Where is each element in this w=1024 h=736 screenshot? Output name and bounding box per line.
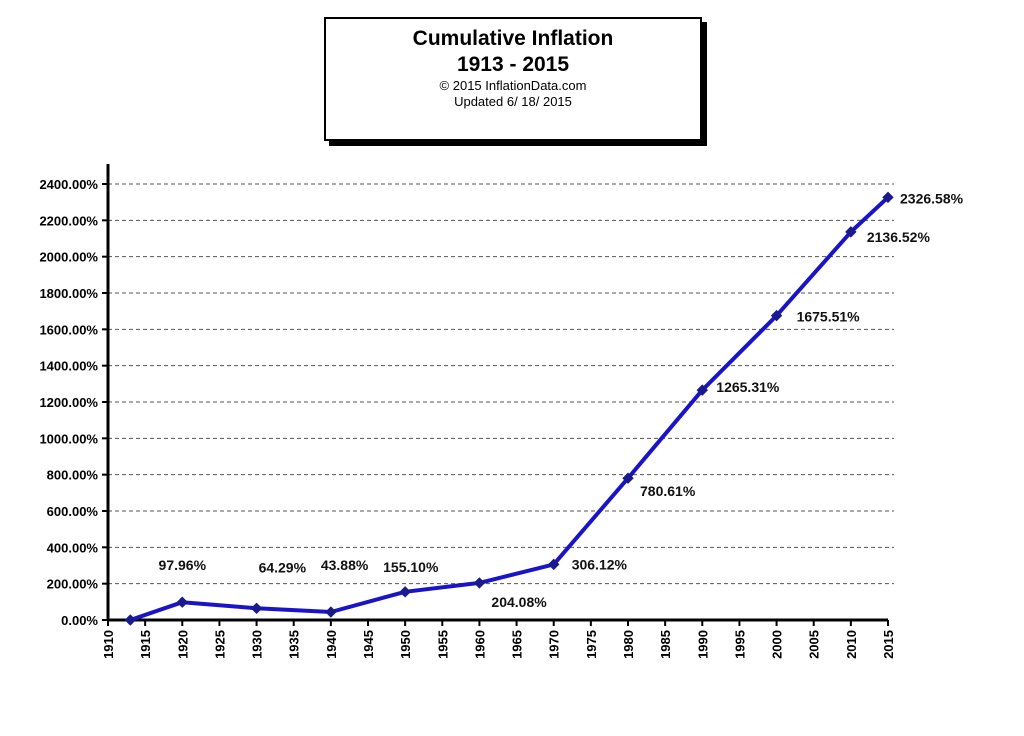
y-tick-label: 400.00% bbox=[47, 540, 99, 555]
x-tick-label: 2010 bbox=[844, 630, 859, 659]
data-point-marker bbox=[548, 558, 560, 571]
chart-subtitle: 1913 - 2015 bbox=[456, 53, 570, 76]
x-tick-label: 1945 bbox=[361, 630, 376, 659]
x-tick-label: 2000 bbox=[770, 630, 785, 659]
x-tick-label: 2015 bbox=[881, 630, 896, 659]
data-point-marker bbox=[176, 596, 188, 608]
chart-title: Cumulative Inflation bbox=[412, 27, 614, 50]
x-tick-label: 2005 bbox=[807, 630, 822, 659]
data-point-marker bbox=[696, 384, 708, 396]
data-point-marker bbox=[325, 606, 337, 618]
chart-title-box: Cumulative Inflation 1913 - 2015 © 2015 … bbox=[324, 17, 702, 141]
grid-lines bbox=[108, 183, 894, 585]
x-tick-label: 1925 bbox=[212, 630, 227, 659]
series-line bbox=[128, 195, 890, 622]
x-tick-label: 1995 bbox=[732, 630, 747, 659]
y-tick-label: 0.00% bbox=[61, 613, 98, 628]
data-point-marker bbox=[124, 614, 136, 626]
data-point-marker bbox=[845, 226, 857, 238]
y-tick-label: 2000.00% bbox=[39, 250, 98, 265]
data-label: 43.88% bbox=[321, 557, 369, 573]
x-tick-label: 1960 bbox=[472, 630, 487, 659]
y-tick-label: 200.00% bbox=[47, 577, 99, 592]
copyright-text: © 2015 InflationData.com bbox=[439, 78, 587, 93]
x-tick-label: 1965 bbox=[510, 630, 525, 659]
data-label: 2326.58% bbox=[900, 190, 964, 206]
updated-text: Updated 6/ 18/ 2015 bbox=[454, 94, 572, 109]
data-point-marker bbox=[250, 602, 263, 615]
x-tick-label: 1935 bbox=[287, 630, 302, 659]
y-tick-label: 600.00% bbox=[47, 504, 99, 519]
data-point-marker bbox=[770, 309, 783, 322]
y-tick-label: 1000.00% bbox=[39, 431, 98, 446]
x-tick-label: 1910 bbox=[101, 630, 116, 659]
data-label: 306.12% bbox=[572, 556, 628, 572]
y-tick-label: 800.00% bbox=[47, 468, 99, 483]
data-label: 1675.51% bbox=[797, 309, 861, 325]
data-label: 2136.52% bbox=[867, 229, 931, 245]
data-point-marker bbox=[622, 472, 634, 484]
data-label: 64.29% bbox=[259, 559, 307, 575]
data-label: 155.10% bbox=[383, 559, 439, 575]
data-label: 97.96% bbox=[159, 557, 207, 573]
x-tick-label: 1920 bbox=[175, 630, 190, 659]
x-tick-label: 1990 bbox=[695, 630, 710, 659]
data-labels: 97.96% 64.29% 43.88% 155.10% 204.08% 306.12% 7… bbox=[159, 190, 964, 610]
data-label: 780.61% bbox=[640, 483, 696, 499]
y-tick-label: 2200.00% bbox=[39, 213, 98, 228]
x-tick-label: 1980 bbox=[621, 630, 636, 659]
y-tick-label: 1800.00% bbox=[39, 286, 98, 301]
x-tick-label: 1985 bbox=[658, 630, 673, 659]
data-label: 1265.31% bbox=[716, 379, 780, 395]
x-tick-label: 1950 bbox=[398, 630, 413, 659]
y-tick-label: 1400.00% bbox=[39, 359, 98, 374]
y-tick-label: 1200.00% bbox=[39, 395, 98, 410]
x-tick-label: 1955 bbox=[435, 630, 450, 659]
y-tick-label: 2400.00% bbox=[39, 177, 98, 192]
data-point-marker bbox=[882, 191, 894, 204]
x-tick-label: 1975 bbox=[584, 630, 599, 659]
data-point-marker bbox=[399, 586, 411, 598]
data-point-marker bbox=[473, 577, 486, 589]
x-tick-label: 1930 bbox=[250, 630, 265, 659]
x-tick-label: 1970 bbox=[547, 630, 562, 659]
y-tick-label: 1600.00% bbox=[39, 322, 98, 337]
x-tick-label: 1940 bbox=[324, 630, 339, 659]
x-tick-label: 1915 bbox=[138, 630, 153, 659]
data-label: 204.08% bbox=[491, 594, 547, 610]
axes: 0.00% 200.00% 400.00% 600.00% 800.00% 1000.00… bbox=[39, 164, 896, 659]
series-inflation bbox=[124, 191, 894, 626]
